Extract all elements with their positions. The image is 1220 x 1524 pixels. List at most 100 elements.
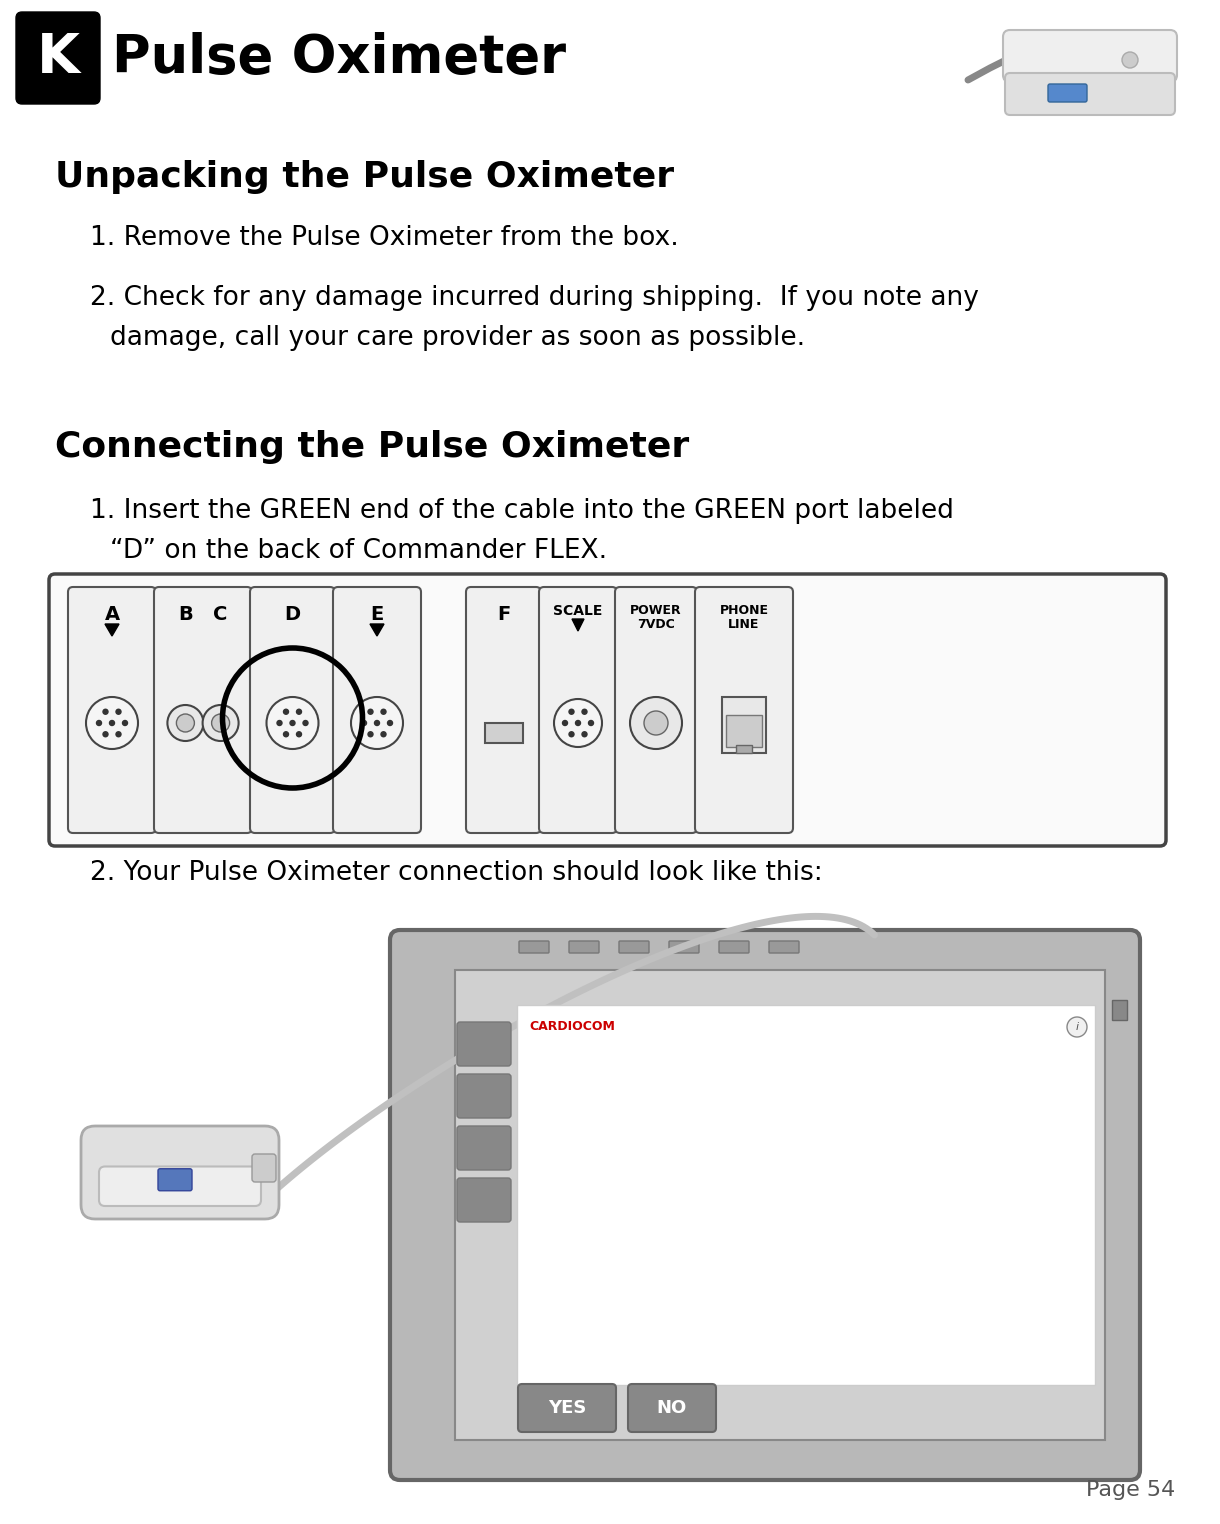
- Bar: [517, 1004, 1096, 1385]
- FancyBboxPatch shape: [49, 575, 1166, 846]
- Circle shape: [1068, 1017, 1087, 1036]
- Text: 7VDC: 7VDC: [637, 617, 675, 631]
- Circle shape: [562, 721, 567, 725]
- Circle shape: [368, 732, 373, 736]
- FancyBboxPatch shape: [99, 1166, 261, 1205]
- Circle shape: [351, 696, 403, 748]
- Text: Connecting the Pulse Oximeter: Connecting the Pulse Oximeter: [55, 430, 689, 463]
- Text: Page 54: Page 54: [1086, 1480, 1175, 1500]
- Text: 1. Insert the GREEN end of the cable into the GREEN port labeled: 1. Insert the GREEN end of the cable int…: [90, 498, 954, 524]
- Circle shape: [110, 721, 115, 725]
- FancyBboxPatch shape: [695, 587, 793, 834]
- Bar: [736, 745, 752, 753]
- Text: i: i: [1076, 1023, 1078, 1032]
- FancyBboxPatch shape: [1048, 84, 1087, 102]
- Circle shape: [296, 709, 301, 715]
- Circle shape: [630, 696, 682, 748]
- Circle shape: [375, 721, 379, 725]
- FancyBboxPatch shape: [458, 1023, 511, 1065]
- Circle shape: [203, 706, 239, 741]
- Text: CARDIOCOM: CARDIOCOM: [529, 1021, 615, 1033]
- Circle shape: [116, 709, 121, 715]
- Bar: [722, 696, 766, 753]
- Circle shape: [1122, 52, 1138, 69]
- FancyBboxPatch shape: [628, 1384, 716, 1433]
- Text: damage, call your care provider as soon as possible.: damage, call your care provider as soon …: [110, 325, 805, 351]
- Circle shape: [388, 721, 393, 725]
- Polygon shape: [572, 619, 584, 631]
- FancyBboxPatch shape: [250, 587, 336, 834]
- Circle shape: [361, 721, 366, 725]
- Circle shape: [381, 732, 386, 736]
- FancyBboxPatch shape: [81, 1126, 279, 1219]
- FancyBboxPatch shape: [1005, 73, 1175, 114]
- Circle shape: [554, 700, 601, 747]
- FancyBboxPatch shape: [518, 940, 549, 952]
- Text: Pulse Oximeter: Pulse Oximeter: [112, 32, 566, 84]
- Text: E: E: [371, 605, 383, 623]
- Text: A: A: [105, 605, 120, 623]
- Bar: [1111, 1000, 1127, 1020]
- FancyBboxPatch shape: [466, 587, 540, 834]
- Circle shape: [569, 709, 573, 715]
- FancyBboxPatch shape: [539, 587, 617, 834]
- Circle shape: [290, 721, 295, 725]
- Polygon shape: [105, 623, 120, 636]
- Circle shape: [96, 721, 101, 725]
- FancyBboxPatch shape: [154, 587, 253, 834]
- Circle shape: [277, 721, 282, 725]
- FancyBboxPatch shape: [619, 940, 649, 952]
- Text: SCALE: SCALE: [554, 604, 603, 619]
- Circle shape: [381, 709, 386, 715]
- FancyBboxPatch shape: [518, 1384, 616, 1433]
- Text: B: B: [178, 605, 193, 623]
- Circle shape: [576, 721, 581, 725]
- FancyBboxPatch shape: [458, 1074, 511, 1119]
- Text: YES: YES: [548, 1399, 586, 1417]
- FancyBboxPatch shape: [615, 587, 697, 834]
- FancyBboxPatch shape: [253, 1154, 276, 1183]
- Text: 1. Remove the Pulse Oximeter from the box.: 1. Remove the Pulse Oximeter from the bo…: [90, 226, 678, 251]
- Circle shape: [211, 715, 229, 732]
- Circle shape: [85, 696, 138, 748]
- FancyBboxPatch shape: [455, 969, 1105, 1440]
- FancyBboxPatch shape: [333, 587, 421, 834]
- Circle shape: [296, 732, 301, 736]
- FancyBboxPatch shape: [669, 940, 699, 952]
- Polygon shape: [370, 623, 384, 636]
- FancyBboxPatch shape: [68, 587, 156, 834]
- Circle shape: [266, 696, 318, 748]
- Bar: [726, 715, 762, 747]
- Circle shape: [569, 732, 573, 736]
- FancyBboxPatch shape: [458, 1126, 511, 1170]
- Text: K: K: [37, 30, 79, 85]
- Circle shape: [177, 715, 194, 732]
- Circle shape: [582, 732, 587, 736]
- Circle shape: [283, 732, 288, 736]
- Text: 2. Check for any damage incurred during shipping.  If you note any: 2. Check for any damage incurred during …: [90, 285, 978, 311]
- Circle shape: [102, 732, 109, 736]
- Text: NO: NO: [656, 1399, 687, 1417]
- Text: POWER: POWER: [631, 604, 682, 617]
- FancyBboxPatch shape: [458, 1178, 511, 1222]
- FancyBboxPatch shape: [719, 940, 749, 952]
- Text: PHONE: PHONE: [720, 604, 769, 617]
- Circle shape: [122, 721, 128, 725]
- Text: F: F: [497, 605, 510, 623]
- Circle shape: [167, 706, 204, 741]
- Circle shape: [644, 712, 669, 735]
- Text: “D” on the back of Commander FLEX.: “D” on the back of Commander FLEX.: [110, 538, 608, 564]
- Text: LINE: LINE: [728, 617, 760, 631]
- FancyBboxPatch shape: [569, 940, 599, 952]
- FancyBboxPatch shape: [484, 722, 522, 744]
- Circle shape: [582, 709, 587, 715]
- FancyBboxPatch shape: [1003, 30, 1177, 82]
- Circle shape: [102, 709, 109, 715]
- FancyBboxPatch shape: [159, 1169, 192, 1190]
- Circle shape: [303, 721, 307, 725]
- Text: 2. Your Pulse Oximeter connection should look like this:: 2. Your Pulse Oximeter connection should…: [90, 860, 822, 885]
- FancyBboxPatch shape: [390, 930, 1139, 1480]
- Text: D: D: [284, 605, 300, 623]
- Text: Unpacking the Pulse Oximeter: Unpacking the Pulse Oximeter: [55, 160, 675, 194]
- FancyBboxPatch shape: [769, 940, 799, 952]
